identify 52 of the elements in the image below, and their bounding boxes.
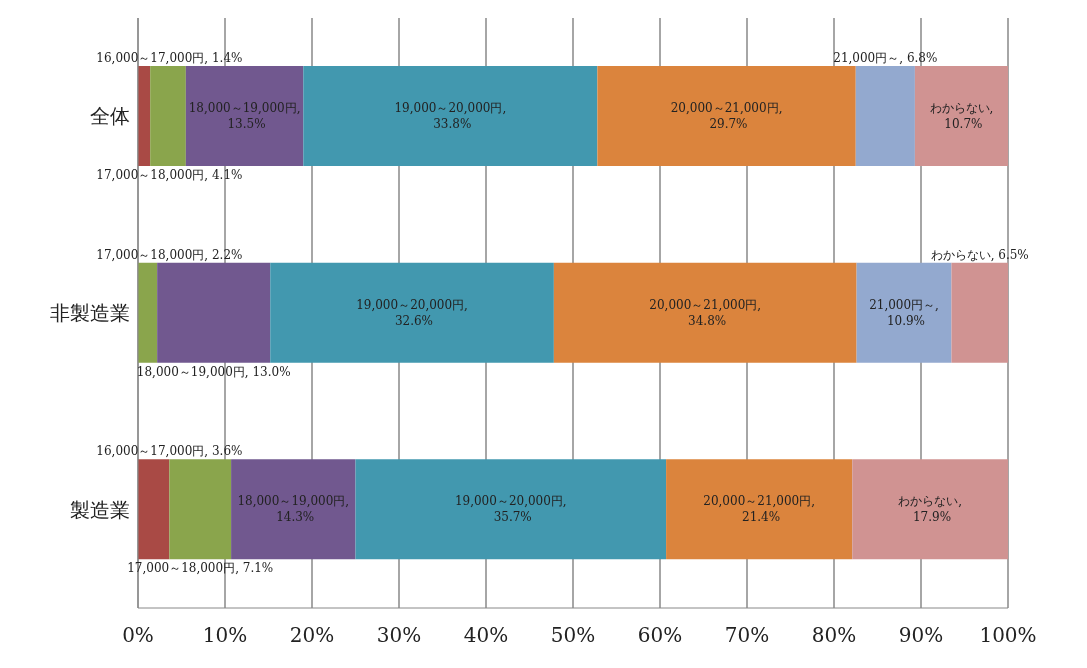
- x-tick-label: 100%: [979, 623, 1037, 648]
- data-label: 16,000～17,000円, 3.6%: [96, 444, 243, 459]
- x-tick-label: 20%: [289, 623, 335, 648]
- bar: [157, 262, 271, 363]
- data-label: わからない, 10.7%: [929, 101, 994, 131]
- y-tick-label: 製造業: [70, 497, 130, 522]
- data-label: 19,000～20,000円, 33.8%: [394, 101, 507, 131]
- bar: [553, 262, 857, 363]
- bar: [138, 459, 170, 560]
- data-label: 18,000～19,000円, 13.0%: [136, 364, 291, 379]
- bar: [666, 459, 853, 560]
- x-tick-label: 50%: [550, 623, 596, 648]
- bar: [856, 262, 952, 363]
- bar: [303, 66, 598, 166]
- y-tick-label: 非製造業: [50, 301, 130, 326]
- bar: [852, 459, 1008, 560]
- x-tick-label: 80%: [811, 623, 857, 648]
- bar: [951, 262, 1008, 363]
- x-tick-label: 30%: [376, 623, 422, 648]
- data-label: 21,000円～, 10.9%: [869, 297, 939, 328]
- bar: [169, 459, 232, 560]
- data-label: わからない, 17.9%: [898, 494, 963, 525]
- x-tick-label: 40%: [463, 623, 509, 648]
- y-tick-label: 全体: [90, 104, 130, 129]
- data-label: わからない, 6.5%: [930, 247, 1029, 262]
- x-tick-label: 10%: [202, 623, 248, 648]
- data-label: 19,000～20,000円, 35.7%: [454, 494, 567, 525]
- bar: [138, 262, 158, 363]
- data-label: 17,000～18,000円, 4.1%: [96, 168, 243, 182]
- data-label: 19,000～20,000円, 32.6%: [356, 297, 468, 328]
- bar: [270, 262, 554, 363]
- x-tick-label: 70%: [724, 623, 770, 648]
- bar: [914, 66, 1008, 166]
- data-label: 20,000～21,000円, 34.8%: [649, 297, 762, 328]
- x-tick-label: 90%: [898, 623, 944, 648]
- data-label: 20,000～21,000円, 21.4%: [703, 494, 816, 525]
- bar: [855, 66, 915, 166]
- data-label: 18,000～19,000円, 14.3%: [237, 494, 350, 525]
- x-tick-label: 0%: [122, 623, 154, 648]
- data-label: 17,000～18,000円, 2.2%: [96, 247, 243, 262]
- bar: [597, 66, 856, 166]
- bar: [138, 66, 151, 166]
- data-label: 18,000～19,000円, 13.5%: [188, 101, 301, 131]
- data-label: 20,000～21,000円, 29.7%: [670, 101, 783, 131]
- data-label: 17,000～18,000円, 7.1%: [127, 561, 274, 576]
- data-label: 21,000円～, 6.8%: [833, 51, 938, 65]
- bar: [150, 66, 186, 166]
- bar: [185, 66, 304, 166]
- bar: [355, 459, 667, 560]
- data-label: 16,000～17,000円, 1.4%: [96, 51, 243, 65]
- bar: [231, 459, 356, 560]
- x-tick-label: 60%: [637, 623, 683, 648]
